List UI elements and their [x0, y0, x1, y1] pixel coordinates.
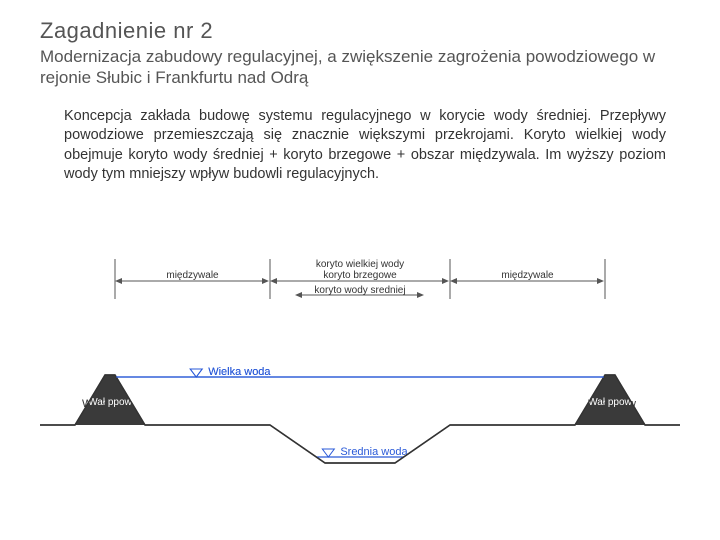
- svg-text:Wielka woda: Wielka woda: [208, 366, 271, 378]
- body-paragraph: Koncepcja zakłada budowę systemu regulac…: [0, 89, 720, 185]
- svg-text:koryto wody sredniej: koryto wody sredniej: [314, 285, 405, 296]
- svg-text:koryto brzegowe: koryto brzegowe: [323, 270, 397, 281]
- svg-text:międzywale: międzywale: [501, 270, 554, 281]
- svg-text:koryto wielkiej wody: koryto wielkiej wody: [316, 259, 404, 270]
- page-subtitle: Modernizacja zabudowy regulacyjnej, a zw…: [40, 46, 680, 89]
- svg-text:Wał ppow: Wał ppow: [88, 397, 132, 408]
- svg-text:międzywale: międzywale: [166, 270, 219, 281]
- page-title: Zagadnienie nr 2: [40, 18, 680, 44]
- svg-text:Srednia woda: Srednia woda: [340, 446, 408, 458]
- svg-text:Wał ppow: Wał ppow: [588, 397, 632, 408]
- cross-section-diagram: koryto wielkiej wodykoryto brzegowe koryt…: [40, 255, 680, 515]
